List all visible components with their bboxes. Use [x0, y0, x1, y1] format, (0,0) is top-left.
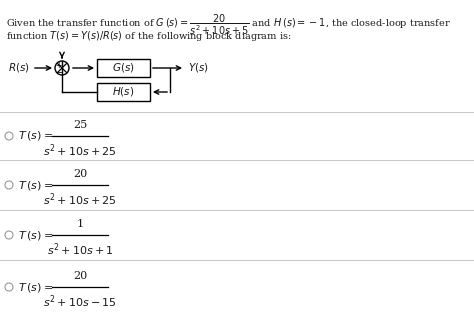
Text: $T\,(s) =$: $T\,(s) =$	[18, 281, 54, 293]
Text: 20: 20	[73, 169, 87, 179]
Text: $R(s)$: $R(s)$	[8, 61, 30, 75]
Text: −: −	[55, 68, 63, 76]
Text: $s^2 + 10s + 1$: $s^2 + 10s + 1$	[46, 241, 113, 258]
Text: $T\,(s) =$: $T\,(s) =$	[18, 130, 54, 142]
Text: 1: 1	[76, 219, 83, 229]
Text: 25: 25	[73, 120, 87, 130]
Bar	[97, 83, 150, 101]
Text: $G(s)$: $G(s)$	[112, 61, 135, 75]
Text: $s^2 + 10s + 25$: $s^2 + 10s + 25$	[43, 191, 117, 208]
Text: function $T(s) = Y(s)/R(s)$ of the following block diagram is:: function $T(s) = Y(s)/R(s)$ of the follo…	[6, 29, 292, 43]
Text: $T\,(s) =$: $T\,(s) =$	[18, 179, 54, 191]
Text: $Y(s)$: $Y(s)$	[188, 61, 209, 75]
Text: +: +	[55, 61, 62, 70]
Text: 20: 20	[73, 271, 87, 281]
Bar	[97, 59, 150, 77]
Text: Given the transfer function of $G\,(s) = \dfrac{20}{s^2 + 10s + 5}$ and $H\,(s) : Given the transfer function of $G\,(s) =…	[6, 12, 451, 37]
Text: $H(s)$: $H(s)$	[112, 85, 135, 99]
Text: $s^2 + 10s - 15$: $s^2 + 10s - 15$	[43, 293, 117, 310]
Text: $T\,(s) =$: $T\,(s) =$	[18, 228, 54, 242]
Text: $s^2 + 10s + 25$: $s^2 + 10s + 25$	[43, 142, 117, 159]
